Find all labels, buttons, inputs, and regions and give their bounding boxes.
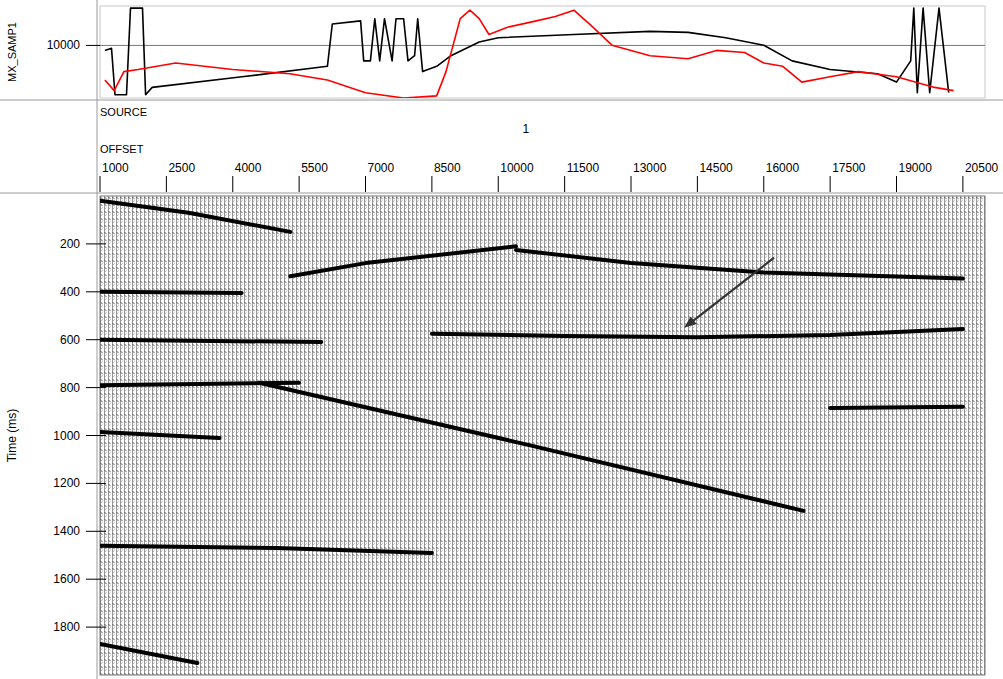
x-tick-label: 1000 [102, 161, 129, 175]
y-tick [86, 531, 106, 532]
events-group [100, 201, 963, 663]
x-tick [498, 176, 499, 192]
figure: MX_SAMP1 10000 SOURCE 1 OFFSET 1000 2500 4000 55… [0, 0, 1003, 679]
x-tick [763, 176, 764, 192]
x-tick [564, 176, 565, 192]
y-tick-label: 1400 [53, 524, 80, 538]
seismic-event [830, 407, 963, 408]
header-line [105, 10, 954, 98]
x-tick-label: 20500 [965, 161, 999, 175]
arrow-head [684, 317, 696, 328]
y-tick [86, 627, 106, 628]
x-tick [299, 176, 300, 192]
y-tick-label: 1600 [53, 572, 80, 586]
x-tick-label: 2500 [168, 161, 195, 175]
seismic-event [100, 644, 197, 663]
seismic-event [259, 383, 803, 511]
x-tick-label: 14500 [699, 161, 733, 175]
seismic-event [100, 546, 432, 553]
x-tick [896, 176, 897, 192]
seismic-event [290, 246, 516, 276]
y-tick-label: 1000 [53, 429, 80, 443]
annotation-arrow [684, 258, 774, 328]
x-tick-label: 17500 [832, 161, 866, 175]
x-tick [100, 176, 101, 192]
y-tick [86, 483, 106, 484]
plot-frame [100, 6, 985, 98]
x-tick [232, 176, 233, 192]
seismic-event [516, 250, 963, 279]
seismic-event [432, 329, 963, 337]
plot-frame [100, 196, 985, 675]
x-tick-label: 7000 [368, 161, 395, 175]
y-tick-label: 400 [60, 285, 80, 299]
separator [0, 193, 1003, 194]
x-tick [697, 176, 698, 192]
seismic-event [100, 432, 220, 438]
header-line [105, 8, 949, 95]
y-tick-label: 800 [60, 381, 80, 395]
x-tick [631, 176, 632, 192]
y-tick [86, 579, 106, 580]
y-tick [86, 435, 106, 436]
x-tick-label: 11500 [567, 161, 600, 175]
seismic-event [100, 383, 299, 385]
x-tick [365, 176, 366, 192]
x-tick-label: 16000 [766, 161, 800, 175]
x-tick [431, 176, 432, 192]
y-tick-label: 1200 [53, 476, 80, 490]
x-tick [166, 176, 167, 192]
seismic-event [100, 292, 242, 293]
trace-background [100, 196, 985, 675]
y-axis-title: Time (ms) [5, 409, 19, 463]
grid-line [100, 45, 985, 46]
x-tick [830, 176, 831, 192]
y-tick [86, 243, 106, 244]
y-tick-label: 10000 [47, 38, 81, 52]
x-axis-title: OFFSET [100, 143, 144, 155]
x-tick [962, 176, 963, 192]
x-tick-label: 5500 [301, 161, 328, 175]
arrow-shaft [692, 258, 774, 322]
y-tick [86, 45, 100, 46]
y-axis-title: MX_SAMP1 [6, 22, 18, 82]
seismic-event [100, 340, 321, 342]
y-tick [86, 387, 106, 388]
x-tick-label: 19000 [899, 161, 933, 175]
x-tick-label: 8500 [434, 161, 461, 175]
y-tick-label: 600 [60, 333, 80, 347]
series-group [105, 8, 954, 98]
background [0, 0, 1003, 679]
x-tick-label: 4000 [235, 161, 262, 175]
header-value: 1 [523, 122, 530, 136]
x-tick-label: 13000 [633, 161, 667, 175]
y-tick-label: 1800 [53, 620, 80, 634]
separator [0, 100, 1003, 101]
header-label: SOURCE [100, 106, 147, 118]
x-tick-label: 10000 [500, 161, 534, 175]
y-tick-label: 200 [60, 237, 80, 251]
seismic-event [100, 201, 290, 232]
